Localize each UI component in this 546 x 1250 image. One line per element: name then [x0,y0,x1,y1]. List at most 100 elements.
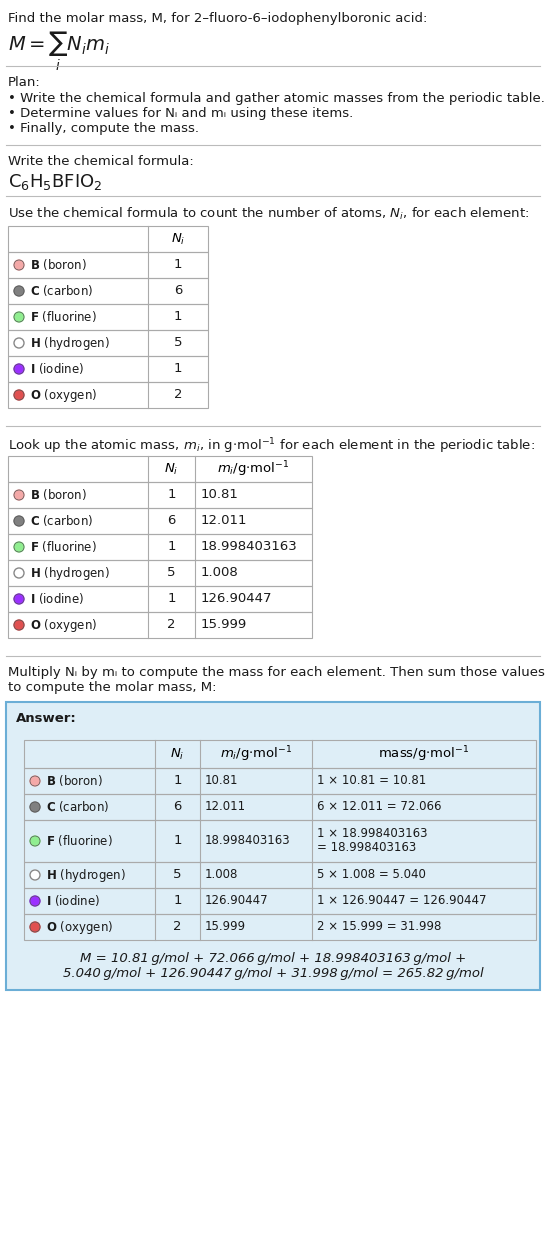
Text: 12.011: 12.011 [205,800,246,814]
Text: $\mathbf{B}$ (boron): $\mathbf{B}$ (boron) [30,258,87,272]
Text: 5 × 1.008 = 5.040: 5 × 1.008 = 5.040 [317,869,426,881]
Circle shape [14,338,24,348]
Text: 126.90447: 126.90447 [201,592,272,605]
Circle shape [14,286,24,296]
Text: 1.008: 1.008 [205,869,239,881]
Text: $\mathbf{C}$ (carbon): $\mathbf{C}$ (carbon) [30,514,93,529]
Text: Answer:: Answer: [16,712,77,725]
Text: 126.90447: 126.90447 [205,895,269,908]
Bar [8,382,208,408]
Text: $\mathbf{I}$ (iodine): $\mathbf{I}$ (iodine) [46,894,100,909]
Text: Look up the atomic mass, $m_i$, in g$\cdot$mol$^{-1}$ for each element in the pe: Look up the atomic mass, $m_i$, in g$\cd… [8,436,535,455]
Circle shape [30,802,40,812]
Text: Write the chemical formula:: Write the chemical formula: [8,155,194,168]
Text: 1 × 10.81 = 10.81: 1 × 10.81 = 10.81 [317,775,426,788]
Text: 5: 5 [174,336,182,350]
Text: $\mathbf{H}$ (hydrogen): $\mathbf{H}$ (hydrogen) [46,866,126,884]
Bar [24,794,536,820]
Circle shape [30,870,40,880]
Text: • Write the chemical formula and gather atomic masses from the periodic table.: • Write the chemical formula and gather … [8,92,545,105]
Text: 1: 1 [174,310,182,324]
Circle shape [30,836,40,846]
Text: 1 × 126.90447 = 126.90447: 1 × 126.90447 = 126.90447 [317,895,486,908]
Text: $\mathbf{O}$ (oxygen): $\mathbf{O}$ (oxygen) [30,386,97,404]
Bar [8,612,312,638]
Circle shape [30,922,40,932]
Circle shape [14,312,24,322]
Text: Multiply Nᵢ by mᵢ to compute the mass for each element. Then sum those values: Multiply Nᵢ by mᵢ to compute the mass fo… [8,666,545,679]
Text: 15.999: 15.999 [205,920,246,934]
Text: $M = \sum_i N_i m_i$: $M = \sum_i N_i m_i$ [8,30,110,74]
Text: 5: 5 [167,566,176,580]
Text: 1: 1 [167,540,176,554]
Circle shape [30,896,40,906]
Text: $\mathbf{B}$ (boron): $\mathbf{B}$ (boron) [46,774,103,789]
Text: Use the chemical formula to count the number of atoms, $N_i$, for each element:: Use the chemical formula to count the nu… [8,206,529,222]
Text: 1: 1 [173,895,182,908]
Text: $\mathbf{F}$ (fluorine): $\mathbf{F}$ (fluorine) [46,834,113,849]
Text: $\mathbf{I}$ (iodine): $\mathbf{I}$ (iodine) [30,591,84,606]
Text: Plan:: Plan: [8,76,41,89]
Circle shape [14,390,24,400]
Text: $\mathregular{C_6H_5BFIO_2}$: $\mathregular{C_6H_5BFIO_2}$ [8,173,103,192]
Text: = 18.998403163: = 18.998403163 [317,841,416,854]
Circle shape [14,516,24,526]
Circle shape [14,260,24,270]
Text: $m_i$/g$\cdot$mol$^{-1}$: $m_i$/g$\cdot$mol$^{-1}$ [217,459,290,479]
Text: $\mathbf{O}$ (oxygen): $\mathbf{O}$ (oxygen) [46,919,113,935]
Bar [8,356,208,382]
Bar [8,534,312,560]
Bar [8,253,208,278]
Text: $\mathbf{H}$ (hydrogen): $\mathbf{H}$ (hydrogen) [30,565,110,581]
Text: 1: 1 [174,259,182,271]
Text: 6: 6 [174,285,182,298]
Text: $\mathbf{C}$ (carbon): $\mathbf{C}$ (carbon) [30,284,93,299]
Text: 18.998403163: 18.998403163 [205,835,290,848]
Text: 1 × 18.998403163: 1 × 18.998403163 [317,828,428,840]
Text: 6: 6 [167,515,176,528]
Circle shape [14,620,24,630]
Circle shape [14,568,24,578]
Text: 2: 2 [174,389,182,401]
Text: 18.998403163: 18.998403163 [201,540,298,554]
Circle shape [30,776,40,786]
Text: 1.008: 1.008 [201,566,239,580]
Text: 10.81: 10.81 [205,775,239,788]
Bar [24,820,536,862]
Text: 2: 2 [173,920,182,934]
Text: • Finally, compute the mass.: • Finally, compute the mass. [8,122,199,135]
Text: $\mathbf{F}$ (fluorine): $\mathbf{F}$ (fluorine) [30,540,97,555]
Bar [24,740,536,768]
Bar [8,278,208,304]
Bar [24,862,536,887]
Text: 1: 1 [173,775,182,788]
Circle shape [14,364,24,374]
Bar [8,482,312,508]
Text: $\mathbf{I}$ (iodine): $\mathbf{I}$ (iodine) [30,361,84,376]
Text: 1: 1 [167,592,176,605]
Text: 2: 2 [167,619,176,631]
Circle shape [14,542,24,552]
Bar [8,226,208,253]
Circle shape [14,490,24,500]
Text: $N_i$: $N_i$ [171,231,185,246]
Text: • Determine values for Nᵢ and mᵢ using these items.: • Determine values for Nᵢ and mᵢ using t… [8,107,353,120]
Text: $N_i$: $N_i$ [170,746,185,761]
Bar [24,768,536,794]
Bar [24,914,536,940]
Bar [8,304,208,330]
Circle shape [14,594,24,604]
Text: 12.011: 12.011 [201,515,247,528]
Bar [8,508,312,534]
Text: 5.040 g/mol + 126.90447 g/mol + 31.998 g/mol = 265.82 g/mol: 5.040 g/mol + 126.90447 g/mol + 31.998 g… [63,968,483,980]
Bar [6,703,540,990]
Text: 2 × 15.999 = 31.998: 2 × 15.999 = 31.998 [317,920,441,934]
Text: M = 10.81 g/mol + 72.066 g/mol + 18.998403163 g/mol +: M = 10.81 g/mol + 72.066 g/mol + 18.9984… [80,952,466,965]
Text: $\mathbf{C}$ (carbon): $\mathbf{C}$ (carbon) [46,800,109,815]
Text: 1: 1 [174,362,182,375]
Text: 6: 6 [173,800,182,814]
Text: 6 × 12.011 = 72.066: 6 × 12.011 = 72.066 [317,800,442,814]
Text: $N_i$: $N_i$ [164,461,179,476]
Text: 10.81: 10.81 [201,489,239,501]
Text: $\mathbf{O}$ (oxygen): $\mathbf{O}$ (oxygen) [30,616,97,634]
